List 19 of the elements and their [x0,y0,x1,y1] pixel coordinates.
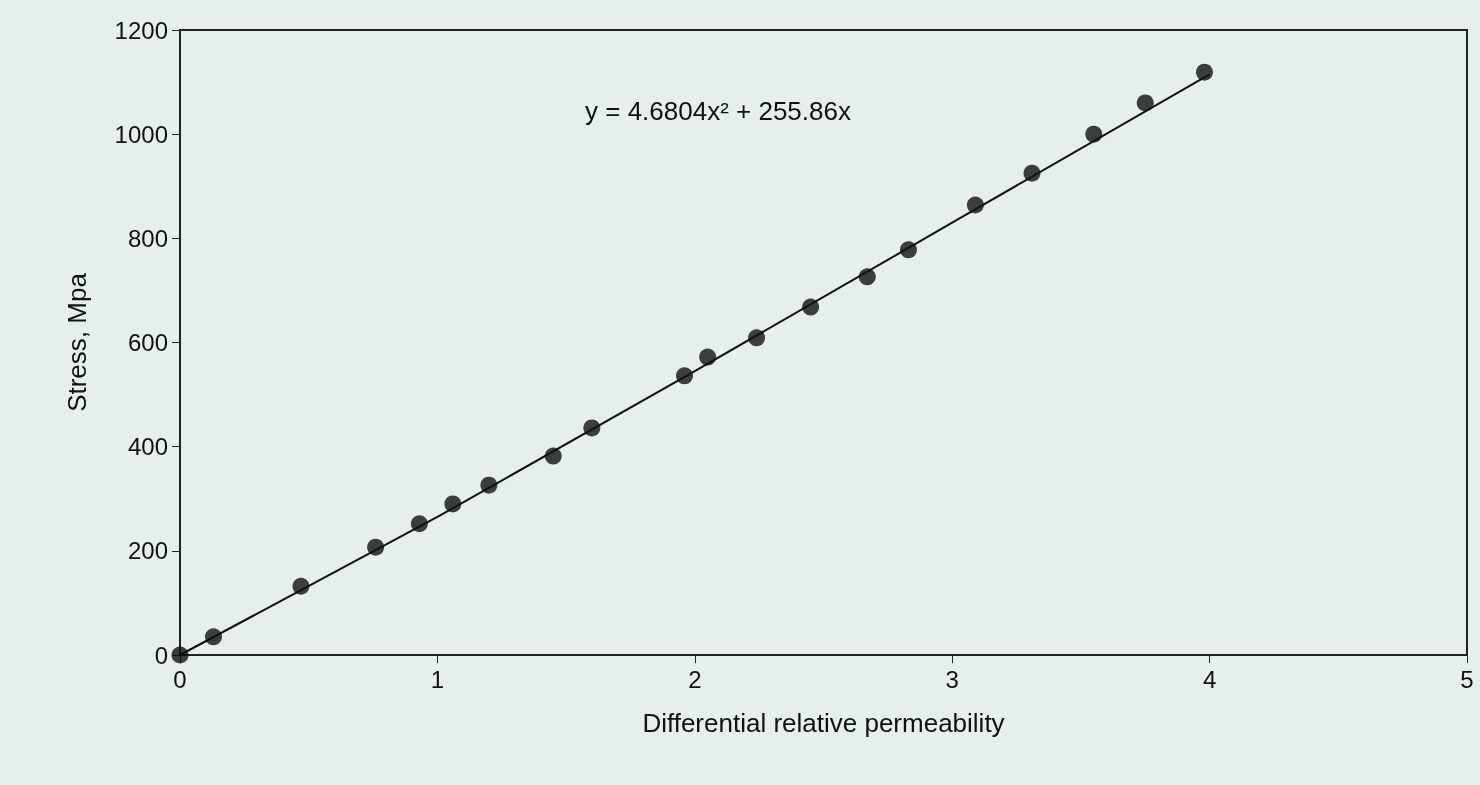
x-axis-title: Differential relative permeability [642,708,1005,738]
y-tick-label: 1000 [114,120,168,148]
y-axis-title: Stress, Mpa [62,272,92,412]
y-tick-label: 1200 [114,16,168,44]
x-tick-label: 2 [688,665,702,693]
y-tick-label: 0 [154,641,168,669]
y-tick-label: 200 [127,537,168,565]
x-tick-label: 5 [1460,665,1474,693]
y-tick-label: 400 [127,433,168,461]
x-tick-label: 1 [430,665,445,693]
point [1195,63,1213,81]
x-tick-label: 3 [945,665,959,693]
point [1136,94,1154,112]
x-tick-label: 4 [1202,665,1217,693]
point [171,646,189,664]
annotation: y = 4.6804x² + 255.86x [585,96,851,126]
y-tick-label: 600 [127,329,168,356]
x-tick-label: 0 [173,665,187,693]
y-tick-label: 800 [127,224,168,252]
